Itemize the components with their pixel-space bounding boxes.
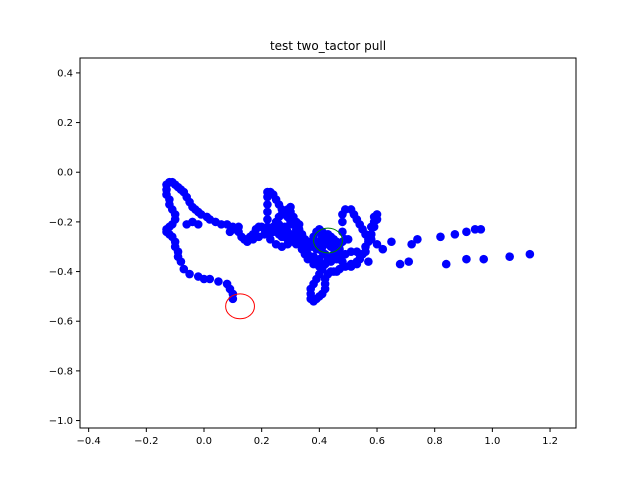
data-point: [436, 232, 445, 242]
data-point: [372, 239, 382, 249]
data-point: [263, 215, 272, 224]
data-point: [263, 200, 272, 209]
plot-area: [79, 57, 577, 429]
x-tick-label: 0.2: [254, 436, 270, 447]
x-tick-label: 0.8: [427, 436, 443, 447]
data-point: [343, 234, 353, 244]
data-point: [315, 254, 324, 264]
data-point: [214, 277, 223, 286]
data-point: [240, 234, 249, 244]
data-point: [387, 237, 396, 247]
data-point: [338, 227, 347, 237]
x-axis: −0.4 −0.2 0.0 0.2 0.4 0.6 0.8 1.0 1.2: [77, 428, 558, 447]
data-point: [185, 269, 194, 279]
data-point: [378, 244, 388, 254]
data-point: [462, 254, 471, 264]
y-tick-label: 0.4: [57, 68, 73, 79]
x-tick-label: −0.4: [77, 436, 101, 447]
data-point: [222, 279, 232, 289]
data-point: [286, 217, 295, 227]
data-point: [320, 249, 330, 259]
x-tick-label: 1.2: [542, 436, 558, 447]
data-point: [505, 252, 514, 261]
x-tick-label: 0.0: [196, 436, 212, 447]
y-tick-label: 0.0: [57, 168, 73, 179]
data-point: [346, 259, 356, 269]
data-point: [462, 227, 471, 237]
data-point: [364, 257, 373, 266]
data-point: [479, 254, 489, 264]
overlay-circle: [313, 227, 343, 254]
overlay-circle: [225, 293, 255, 320]
data-point: [476, 225, 486, 234]
overlay-circles: [225, 227, 343, 320]
x-tick-label: −0.2: [134, 436, 158, 447]
y-tick-label: −0.6: [49, 317, 73, 328]
data-point: [182, 220, 191, 229]
data-point: [266, 234, 275, 244]
data-point: [441, 259, 451, 269]
y-axis: 0.4 0.2 0.0 −0.2 −0.4 −0.6 −0.8 −1.0: [49, 68, 80, 427]
y-tick-label: −0.8: [49, 366, 73, 377]
x-tick-label: 0.6: [369, 436, 385, 447]
data-point: [268, 222, 278, 232]
data-points: [162, 177, 535, 306]
data-point: [263, 207, 272, 217]
data-point: [309, 259, 318, 269]
data-point: [372, 215, 382, 224]
data-point: [525, 249, 535, 259]
data-point: [366, 230, 376, 239]
data-point: [450, 230, 460, 239]
y-tick-label: −0.2: [49, 217, 73, 228]
data-point: [369, 222, 379, 232]
data-point: [193, 272, 203, 281]
data-point: [404, 257, 414, 266]
x-tick-label: 0.4: [311, 436, 327, 447]
data-point: [338, 217, 347, 227]
chart-title: test two_tactor pull: [270, 39, 386, 53]
data-point: [291, 239, 301, 249]
data-point: [179, 264, 189, 274]
data-point: [413, 234, 422, 244]
data-point: [317, 232, 327, 242]
y-tick-label: −1.0: [49, 416, 73, 427]
data-point: [407, 239, 416, 249]
data-point: [225, 227, 235, 237]
data-point: [361, 247, 370, 256]
data-point: [395, 259, 405, 269]
plot-frame: [79, 57, 577, 429]
y-tick-label: 0.2: [57, 118, 73, 129]
x-tick-label: 1.0: [484, 436, 500, 447]
y-tick-label: −0.4: [49, 267, 73, 278]
